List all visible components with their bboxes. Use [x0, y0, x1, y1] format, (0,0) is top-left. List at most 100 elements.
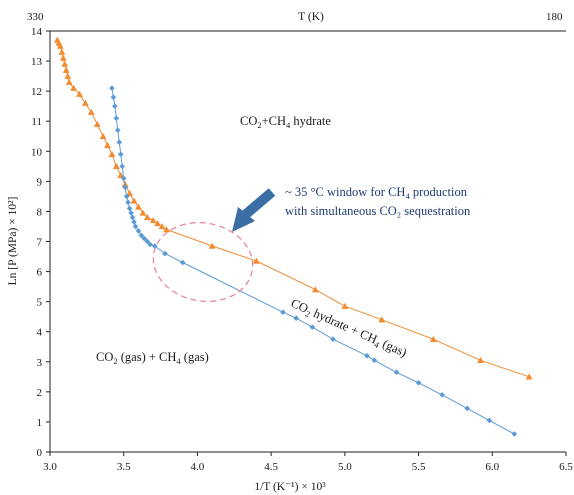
data-point-triangle	[143, 214, 151, 221]
data-point-diamond	[141, 235, 148, 242]
y-axis-title: Ln [P (MPa) × 10²]	[7, 197, 19, 286]
data-point-triangle	[61, 60, 69, 67]
x-tick-label: 4.5	[264, 461, 278, 473]
data-point-diamond	[116, 139, 123, 146]
highlight-ellipse	[152, 221, 254, 303]
data-point-diamond	[464, 405, 471, 412]
data-point-diamond	[113, 115, 120, 122]
data-point-triangle	[158, 223, 166, 230]
y-tick-label: 0	[37, 447, 43, 459]
data-point-diamond	[371, 357, 378, 364]
data-point-triangle	[253, 257, 260, 264]
data-point-diamond	[138, 232, 145, 239]
data-point-diamond	[293, 315, 300, 321]
data-point-diamond	[131, 219, 137, 225]
data-point-diamond	[280, 309, 286, 315]
data-point-triangle	[93, 120, 101, 127]
data-point-triangle	[154, 220, 162, 227]
y-tick-label: 11	[31, 116, 42, 128]
x-tick-label: 5.5	[412, 461, 426, 473]
arrow-head	[232, 207, 255, 232]
x-tick-label: 6.0	[485, 461, 499, 473]
x-tick-label: 6.5	[559, 461, 573, 473]
data-point-diamond	[119, 163, 126, 170]
label-hydrate-region: CO2+CH4 hydrate	[240, 114, 331, 130]
data-point-diamond	[162, 250, 168, 257]
arrow-shaft	[241, 188, 276, 219]
data-point-triangle	[70, 84, 77, 91]
data-point-diamond	[135, 228, 142, 234]
data-point-triangle	[64, 72, 72, 79]
data-point-diamond	[125, 199, 131, 206]
data-point-triangle	[208, 242, 216, 249]
data-point-diamond	[309, 324, 316, 331]
data-point-triangle	[65, 78, 73, 85]
data-point-triangle	[341, 302, 349, 309]
data-point-triangle	[149, 217, 157, 224]
data-point-triangle	[477, 356, 484, 364]
data-point-triangle	[112, 162, 120, 170]
data-point-triangle	[163, 226, 170, 233]
y-tick-label: 12	[31, 86, 42, 98]
y-tick-label: 7	[37, 237, 43, 249]
top-tick-left: 330	[27, 11, 44, 23]
x-tick-label: 3.5	[117, 461, 131, 473]
series-layer	[53, 36, 533, 437]
data-point-triangle	[139, 209, 147, 216]
data-point-diamond	[415, 380, 422, 386]
data-point-triangle	[108, 150, 116, 158]
label-gas-region: CO2 (gas) + CH4 (gas)	[96, 350, 209, 366]
y-tick-label: 2	[37, 387, 43, 399]
y-tick-label: 9	[37, 176, 43, 188]
data-point-triangle	[126, 189, 134, 197]
data-point-triangle	[56, 42, 64, 49]
data-point-triangle	[135, 203, 142, 210]
data-point-diamond	[132, 223, 139, 230]
data-point-triangle	[525, 373, 533, 380]
data-point-triangle	[130, 197, 138, 204]
data-point-diamond	[179, 259, 186, 266]
data-point-diamond	[123, 193, 130, 200]
x-tick-labels: 3.0 3.5 4.0 4.5 5.0 5.5 6.0 6.5	[43, 452, 573, 473]
data-point-diamond	[144, 238, 151, 245]
y-tick-label: 8	[37, 206, 43, 218]
label-blue-line: CO2 hydrate + CH4 (gas)	[288, 296, 409, 362]
data-point-diamond	[120, 175, 127, 182]
data-point-diamond	[122, 184, 128, 191]
data-point-triangle	[58, 48, 66, 55]
data-point-triangle	[429, 335, 437, 342]
data-point-triangle	[121, 180, 129, 188]
y-tick-label: 10	[31, 146, 43, 158]
data-point-diamond	[439, 392, 445, 398]
top-tick-right: 180	[546, 11, 563, 23]
data-point-triangle	[104, 141, 111, 148]
data-point-triangle	[117, 171, 125, 179]
data-point-diamond	[511, 431, 518, 437]
data-point-triangle	[99, 132, 107, 139]
y-tick-label: 5	[37, 297, 43, 309]
y-tick-label: 1	[37, 417, 43, 429]
data-point-diamond	[115, 127, 121, 134]
data-point-diamond	[109, 85, 115, 91]
data-point-diamond	[129, 214, 136, 221]
x-tick-label: 4.0	[191, 461, 205, 473]
y-tick-label: 14	[31, 26, 43, 38]
data-point-triangle	[59, 54, 67, 61]
data-point-triangle	[62, 66, 70, 73]
y-tick-label: 3	[37, 357, 43, 369]
callout-arrow	[232, 188, 276, 232]
top-axis-title: T (K)	[298, 11, 324, 23]
data-point-triangle	[76, 90, 83, 97]
data-point-diamond	[330, 336, 336, 343]
data-point-diamond	[112, 103, 118, 109]
data-point-diamond	[128, 210, 134, 216]
data-point-diamond	[117, 151, 124, 158]
data-point-triangle	[378, 316, 386, 323]
y-tick-label: 13	[31, 56, 43, 68]
data-point-diamond	[110, 94, 117, 100]
data-point-diamond	[486, 417, 493, 424]
data-point-triangle	[87, 108, 95, 115]
x-axis-title: 1/T (K⁻¹) × 10³	[254, 481, 326, 493]
plot-frame	[49, 30, 566, 453]
